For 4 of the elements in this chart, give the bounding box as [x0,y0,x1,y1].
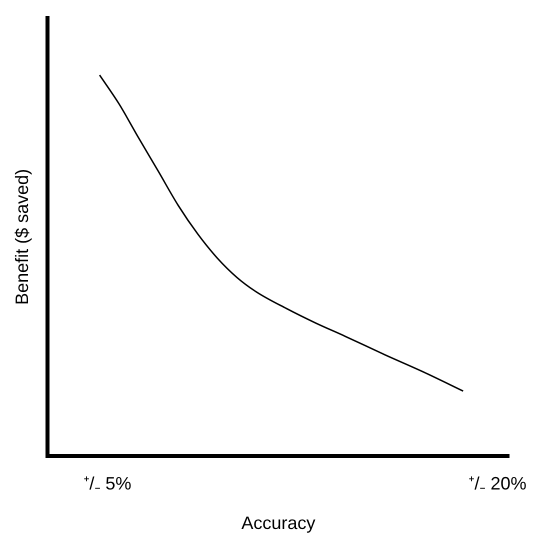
y-axis-title: Benefit ($ saved) [12,168,32,305]
x-tick-label: ⁺/₋ 20% [468,474,526,494]
x-tick-label: ⁺/₋ 5% [83,474,132,494]
x-axis-title: Accuracy [241,513,316,534]
